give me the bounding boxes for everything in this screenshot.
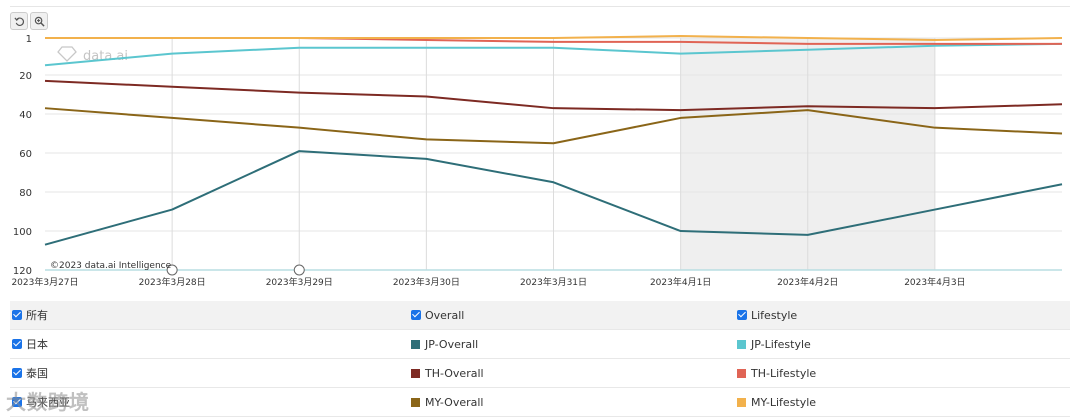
watermark: 大数跨境 [6, 390, 90, 414]
country-label: 日本 [26, 338, 48, 351]
zoom-button[interactable] [30, 12, 48, 30]
y-tick-label: 40 [19, 110, 32, 121]
legend-swatch [737, 397, 746, 407]
series-line-jp-overall [44, 150, 1063, 246]
legend-table: 所有 Overall Lifestyle 日本 JP-Overall JP-Li… [10, 301, 1070, 417]
event-marker-icon [293, 264, 305, 276]
zoom-icon [34, 16, 45, 27]
country-label: 泰国 [26, 367, 48, 380]
credit-text: ©2023 data.ai Intelligence [50, 261, 172, 271]
series-label: JP-Lifestyle [751, 337, 811, 351]
series-line-my-lifestyle [45, 35, 1063, 41]
series-line-my-overall [44, 107, 1063, 145]
country-label: 马来西亚 [26, 396, 70, 409]
x-tick-label: 2023年3月27日 [11, 276, 78, 288]
my-lifestyle-legend-item[interactable]: MY-Lifestyle [735, 396, 1070, 409]
series-label: TH-Overall [425, 366, 484, 380]
series-label: MY-Lifestyle [751, 395, 817, 409]
reset-icon [13, 16, 24, 26]
y-tick-label: 100 [13, 227, 32, 238]
jp-checkbox[interactable] [12, 339, 22, 349]
y-tick-label: 60 [19, 149, 32, 160]
th-checkbox[interactable] [12, 368, 22, 378]
diamond-icon [57, 46, 77, 62]
jp-overall-legend-item[interactable]: JP-Overall [409, 338, 735, 351]
series-line-jp-lifestyle [44, 42, 1063, 67]
x-tick-label: 2023年3月30日 [393, 276, 460, 288]
chart-toolbar [10, 12, 48, 30]
x-tick-label: 2023年3月28日 [139, 276, 206, 288]
y-tick-label: 1 [26, 34, 32, 45]
series-label: MY-Overall [425, 395, 484, 409]
legend-swatch [411, 368, 420, 378]
series-label: TH-Lifestyle [751, 366, 817, 380]
x-tick-label: 2023年4月2日 [777, 276, 838, 288]
th-overall-legend-item[interactable]: TH-Overall [409, 367, 735, 380]
legend-swatch [411, 339, 420, 349]
x-tick-label: 2023年4月3日 [904, 276, 965, 288]
lifestyle-label: Lifestyle [751, 308, 798, 322]
y-tick-label: 80 [19, 188, 32, 199]
series-line-th-overall [44, 79, 1063, 112]
legend-swatch [737, 368, 746, 378]
event-marker-icon [166, 264, 178, 276]
jp-lifestyle-legend-item[interactable]: JP-Lifestyle [735, 338, 1070, 351]
x-tick-label: 2023年3月31日 [520, 276, 587, 288]
all-label: 所有 [26, 309, 48, 322]
my-overall-legend-item[interactable]: MY-Overall [409, 396, 735, 409]
legend-swatch [737, 339, 746, 349]
legend-header-row: 所有 Overall Lifestyle [10, 301, 1070, 330]
overall-label: Overall [425, 308, 465, 322]
legend-row-my: 马来西亚 MY-Overall MY-Lifestyle [10, 388, 1070, 417]
legend-row-jp: 日本 JP-Overall JP-Lifestyle [10, 330, 1070, 359]
legend-swatch [411, 397, 420, 407]
reset-zoom-button[interactable] [10, 12, 28, 30]
y-tick-label: 20 [19, 71, 32, 82]
my-checkbox[interactable] [12, 397, 22, 407]
lifestyle-checkbox[interactable] [737, 310, 747, 320]
th-lifestyle-legend-item[interactable]: TH-Lifestyle [735, 367, 1070, 380]
data-ai-logo [57, 46, 77, 62]
all-checkbox[interactable] [12, 310, 22, 320]
overall-checkbox[interactable] [411, 310, 421, 320]
x-tick-label: 2023年4月1日 [650, 276, 711, 288]
top-divider [10, 6, 1070, 7]
x-tick-label: 2023年3月29日 [266, 276, 333, 288]
legend-row-th: 泰国 TH-Overall TH-Lifestyle [10, 359, 1070, 388]
y-tick-label: 120 [13, 266, 32, 277]
series-label: JP-Overall [425, 337, 479, 351]
